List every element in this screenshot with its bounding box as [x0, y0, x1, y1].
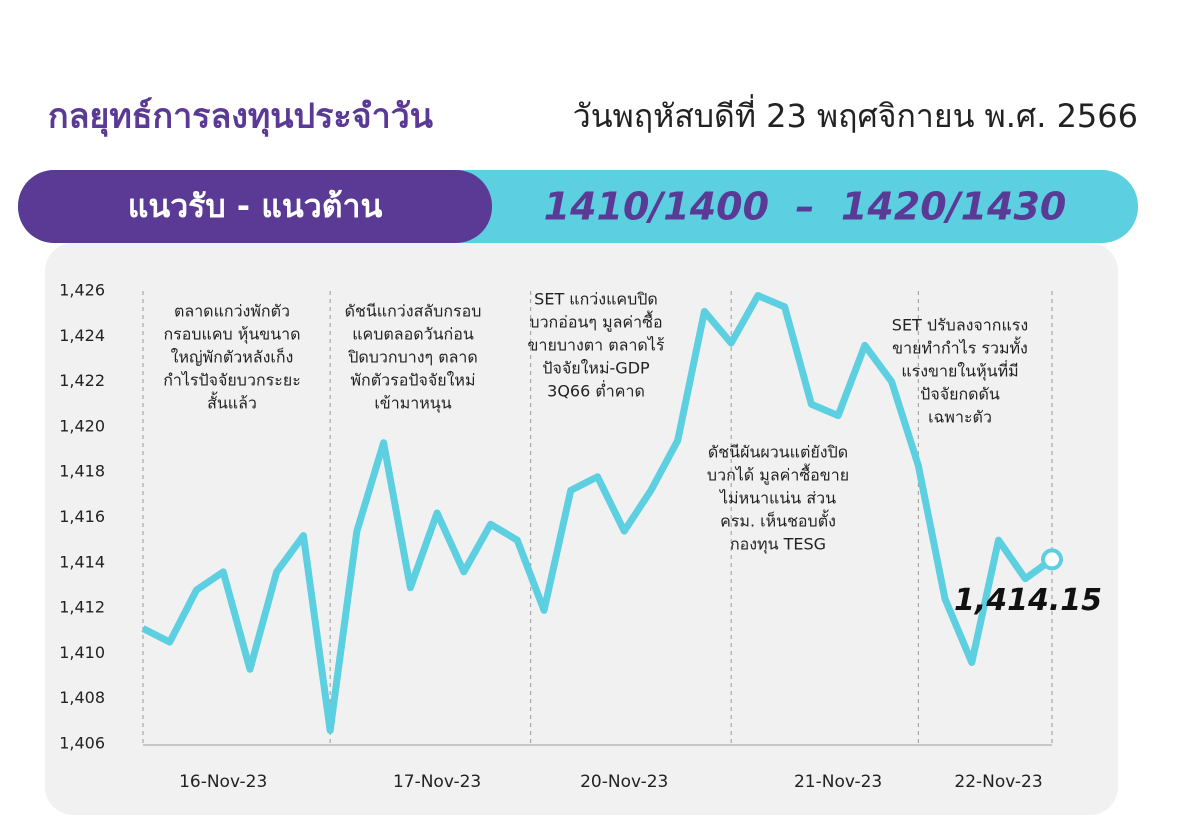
- annotation: แคบตลอดวันก่อน: [352, 325, 474, 344]
- x-tick-label: 17-Nov-23: [393, 772, 481, 792]
- annotation: สั้นแล้ว: [207, 392, 257, 413]
- y-tick-label: 1,406: [59, 734, 105, 753]
- annotation: ครม. เห็นชอบตั้ง: [720, 510, 836, 531]
- annotation: 3Q66 ต่ำคาด: [547, 380, 645, 401]
- y-tick-label: 1,420: [59, 416, 105, 435]
- x-tick-label: 20-Nov-23: [580, 772, 668, 792]
- y-tick-label: 1,418: [59, 462, 105, 481]
- y-tick-label: 1,422: [59, 371, 105, 390]
- x-tick-label: 16-Nov-23: [179, 772, 267, 792]
- y-tick-label: 1,416: [59, 507, 105, 526]
- y-tick-label: 1,414: [59, 552, 105, 571]
- annotation: กรอบแคบ หุ้นขนาด: [163, 325, 300, 345]
- annotation: แรงขายในหุ้นที่มี: [901, 360, 1018, 382]
- y-tick-label: 1,412: [59, 598, 105, 617]
- annotation: ดัชนีแกว่งสลับกรอบ: [345, 302, 482, 321]
- annotation: ปิดบวกบางๆ ตลาด: [348, 348, 478, 367]
- annotation: ตลาดแกว่งพักตัว: [174, 302, 290, 321]
- x-tick-label: 22-Nov-23: [954, 772, 1042, 792]
- annotation: ขายบางตา ตลาดไร้: [528, 336, 665, 355]
- banner-label: แนวรับ - แนวต้าน: [128, 187, 383, 225]
- annotation: ใหญ่พักตัวหลังเก็ง: [171, 347, 294, 367]
- last-point: [1041, 548, 1063, 571]
- annotation: ขายทำกำไร รวมทั้ง: [892, 337, 1028, 358]
- banner-left: [18, 170, 492, 243]
- value-label: 1,414.15: [954, 583, 1102, 618]
- page-title: กลยุทธ์การลงทุนประจำวัน: [48, 97, 433, 138]
- annotation: เฉพาะตัว: [928, 408, 992, 427]
- x-tick-label: 21-Nov-23: [794, 772, 882, 792]
- annotation: เข้ามาหนุน: [374, 394, 451, 414]
- annotation: กองทุน TESG: [730, 535, 826, 555]
- annotation: ปัจจัยใหม่-GDP: [542, 359, 650, 378]
- y-tick-label: 1,408: [59, 688, 105, 707]
- y-tick-label: 1,426: [59, 281, 105, 300]
- annotation: ปัจจัยกดดัน: [920, 385, 1000, 404]
- banner-levels: 1410/1400 – 1420/1430: [544, 185, 1067, 229]
- annotation: SET แกว่งแคบปิด: [534, 290, 658, 309]
- annotation: พักตัวรอปัจจัยใหม่: [351, 371, 476, 390]
- annotation: บวกอ่อนๆ มูลค่าซื้อ: [529, 311, 662, 333]
- annotation: บวกได้ มูลค่าซื้อขาย: [707, 464, 849, 486]
- page-date: วันพฤหัสบดีที่ 23 พฤศจิกายน พ.ศ. 2566: [573, 94, 1138, 135]
- annotation: ไม่หนาแน่น ส่วน: [718, 489, 836, 508]
- y-tick-label: 1,410: [59, 643, 105, 662]
- y-tick-label: 1,424: [59, 326, 105, 345]
- annotation: ดัชนีผันผวนแต่ยังปิด: [708, 443, 848, 462]
- annotation: กำไรปัจจัยบวกระยะ: [163, 371, 301, 390]
- series-line: [141, 292, 1055, 734]
- annotation: SET ปรับลงจากแรง: [892, 316, 1028, 335]
